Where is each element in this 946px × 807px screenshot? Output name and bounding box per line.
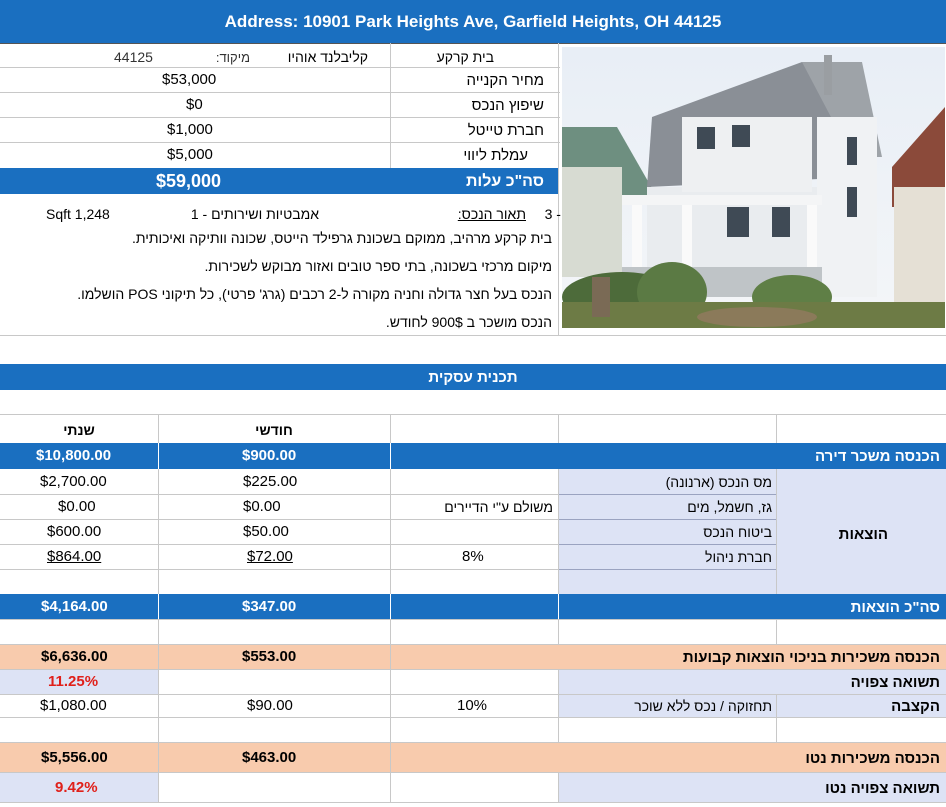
description-line-4: הנכס מושכר ב 900$ לחודש. bbox=[385, 314, 552, 330]
escort-fee-value: $5,000 bbox=[167, 146, 213, 163]
expense-monthly: $0.00 bbox=[243, 498, 281, 515]
total-cost-row bbox=[0, 168, 558, 194]
expected-return-label: תשואה צפויה bbox=[850, 674, 940, 691]
net-return-label-cell bbox=[559, 773, 946, 802]
net-income-label: הכנסה משכירות נטו bbox=[805, 750, 940, 767]
rent-yearly: $10,800.00 bbox=[36, 447, 112, 464]
expenses-section bbox=[559, 469, 946, 594]
total-cost-value: $59,000 bbox=[156, 171, 222, 191]
rent-monthly: $900.00 bbox=[242, 447, 297, 464]
description-label: תאור הנכס: bbox=[457, 206, 526, 222]
address-title: Address: 10901 Park Heights Ave, Garfiel… bbox=[224, 12, 722, 31]
expected-return-label-cell bbox=[559, 670, 946, 694]
zip-value: 44125 bbox=[114, 49, 153, 65]
description-line-2: מיקום מרכזי בשכונה, בתי ספר טובים ואזור … bbox=[204, 258, 552, 274]
renovation-label: שיפוץ הנכס bbox=[471, 97, 544, 114]
expense-label: גז, חשמל, מים bbox=[687, 499, 772, 515]
expense-note: 8% bbox=[462, 548, 484, 565]
income-after-fixed-row bbox=[0, 645, 946, 669]
expense-monthly: $50.00 bbox=[243, 523, 289, 540]
expense-label: מס הנכס (ארנונה) bbox=[665, 474, 772, 490]
house-photo bbox=[562, 47, 945, 328]
renovation-value: $0 bbox=[186, 96, 203, 113]
allocation-label: הקצבה bbox=[891, 698, 940, 715]
expense-yearly: $0.00 bbox=[58, 498, 96, 515]
rent-income-label: הכנסה משכר דירה bbox=[814, 448, 940, 465]
expected-return-row bbox=[0, 670, 158, 694]
business-plan-header bbox=[0, 364, 946, 390]
bathrooms: אמבטיות ושירותים - 1 bbox=[190, 206, 319, 222]
net-income-row bbox=[0, 743, 946, 772]
total-expenses-row bbox=[0, 594, 946, 619]
total-cost-label: סה"כ עלות bbox=[465, 173, 544, 190]
total-expenses-yearly: $4,164.00 bbox=[41, 598, 108, 615]
allocation-monthly: $90.00 bbox=[247, 697, 293, 714]
escort-fee-label: עמלת ליווי bbox=[463, 147, 528, 164]
title-company-label: חברת טייטל bbox=[467, 122, 544, 139]
expense-yearly: $864.00 bbox=[47, 548, 102, 565]
square-feet: Sqft 1,248 bbox=[46, 206, 110, 222]
expense-note: משולם ע"י הדיירים bbox=[444, 499, 553, 515]
total-expenses-monthly: $347.00 bbox=[242, 598, 297, 615]
total-expenses-label: סה"כ הוצאות bbox=[850, 599, 940, 616]
income-after-fixed-monthly: $553.00 bbox=[242, 648, 297, 665]
expense-monthly: $225.00 bbox=[243, 473, 298, 490]
net-return-value: 9.42% bbox=[55, 779, 98, 796]
business-plan-title: תכנית עסקית bbox=[428, 369, 518, 386]
purchase-label: מחיר הקנייה bbox=[466, 72, 544, 89]
description-line-1: בית קרקע מרהיב, ממוקם בשכונת גרפילד הייט… bbox=[131, 230, 552, 246]
property-city: קליבלנד אוהיו bbox=[287, 49, 368, 65]
net-income-yearly: $5,556.00 bbox=[41, 749, 108, 766]
allocation-percent: 10% bbox=[457, 697, 488, 714]
property-type: בית קרקע bbox=[436, 49, 494, 65]
col-monthly-header: חודשי bbox=[255, 422, 293, 438]
expense-label: ביטוח הנכס bbox=[703, 524, 772, 540]
zip-label: מיקוד: bbox=[215, 50, 250, 65]
allocation-label-cell bbox=[559, 695, 946, 717]
allocation-yearly: $1,080.00 bbox=[40, 697, 107, 714]
expense-label: חברת ניהול bbox=[705, 549, 772, 565]
expected-return-value: 11.25% bbox=[48, 673, 99, 690]
description-line-3: הנכס בעל חצר גדולה וחניה מקורה ל-2 רכבים… bbox=[77, 286, 552, 302]
net-return-row bbox=[0, 773, 158, 802]
net-income-monthly: $463.00 bbox=[242, 749, 297, 766]
purchase-value: $53,000 bbox=[162, 71, 217, 88]
net-return-label: תשואה צפויה נטו bbox=[825, 780, 940, 797]
rent-income-row bbox=[0, 443, 946, 469]
income-after-fixed-label: הכנסה משכירות בניכוי הוצאות קבועות bbox=[682, 649, 940, 666]
income-after-fixed-yearly: $6,636.00 bbox=[41, 648, 108, 665]
expenses-group-label: הוצאות bbox=[838, 526, 888, 543]
expense-yearly: $2,700.00 bbox=[40, 473, 107, 490]
allocation-description: תחזוקה / נכס ללא שוכר bbox=[634, 698, 772, 714]
title-company-value: $1,000 bbox=[167, 121, 213, 138]
col-yearly-header: שנתי bbox=[63, 422, 95, 438]
expense-monthly: $72.00 bbox=[247, 548, 293, 565]
address-header bbox=[0, 0, 946, 43]
expense-yearly: $600.00 bbox=[47, 523, 102, 540]
